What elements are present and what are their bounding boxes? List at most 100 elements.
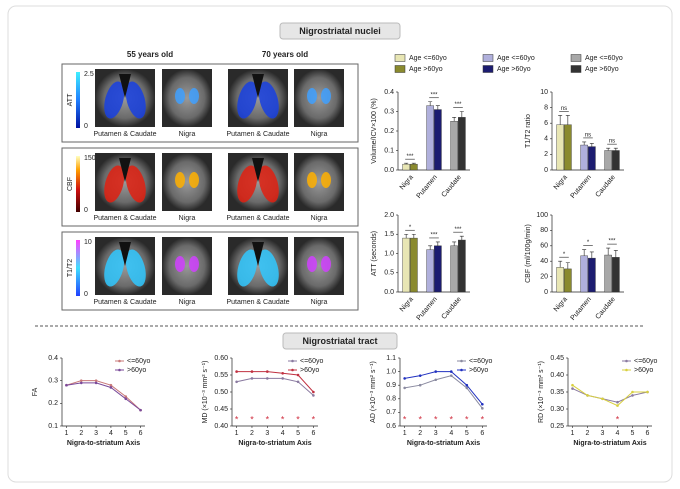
series-point bbox=[94, 379, 98, 382]
series-point bbox=[266, 370, 269, 373]
mri-signal bbox=[125, 249, 146, 287]
mri-signal bbox=[258, 165, 279, 203]
error-bar bbox=[411, 233, 416, 239]
y-tick-label: 1.0 bbox=[386, 368, 396, 375]
significance-marker: * bbox=[312, 414, 316, 424]
colorbar bbox=[76, 72, 80, 128]
significance-label: *** bbox=[430, 92, 438, 98]
y-tick-label: 0.1 bbox=[48, 423, 58, 430]
colorbar-max: 150 bbox=[84, 155, 96, 162]
error-bar bbox=[459, 111, 464, 118]
error-bar bbox=[565, 262, 570, 269]
mri-image bbox=[294, 69, 344, 127]
y-tick-label: 0.40 bbox=[214, 423, 228, 430]
mri-signal bbox=[307, 88, 317, 104]
series-point bbox=[79, 379, 83, 382]
error-bar bbox=[606, 147, 611, 151]
x-tick-label: 2 bbox=[418, 430, 422, 437]
legend-label: Age >60yo bbox=[409, 66, 443, 73]
significance-marker: * bbox=[434, 414, 438, 424]
legend-swatch bbox=[482, 54, 494, 62]
mri-signal bbox=[175, 88, 185, 104]
mri-ventricle bbox=[119, 242, 131, 266]
series-line bbox=[404, 371, 483, 405]
legend-swatch bbox=[570, 65, 582, 73]
x-tick-label: 5 bbox=[631, 430, 635, 437]
series-line bbox=[404, 375, 483, 409]
series-point bbox=[481, 407, 484, 410]
mri-signal bbox=[189, 256, 199, 272]
series-point bbox=[434, 378, 438, 382]
series-point bbox=[481, 402, 484, 406]
legend-point bbox=[460, 368, 463, 372]
x-tick-label: 3 bbox=[94, 430, 98, 437]
x-tick-label: 6 bbox=[139, 430, 143, 437]
colorbar bbox=[76, 156, 80, 212]
bar bbox=[564, 268, 572, 293]
y-tick-label: 0.30 bbox=[550, 406, 564, 413]
row-label: ATT bbox=[67, 93, 74, 106]
series-point bbox=[646, 390, 649, 394]
significance-label: *** bbox=[454, 227, 462, 233]
legend-swatch bbox=[394, 65, 406, 73]
colorbar-min: 0 bbox=[84, 291, 88, 298]
y-tick-label: 0.40 bbox=[550, 372, 564, 379]
x-axis-label: Nigra-to-striatum Axis bbox=[67, 440, 140, 447]
x-tick-label: 4 bbox=[449, 430, 453, 437]
section-title: Nigrostriatal tract bbox=[302, 336, 377, 346]
series-point bbox=[124, 395, 128, 398]
bar bbox=[410, 163, 418, 171]
y-tick-label: 0.0 bbox=[384, 289, 394, 296]
x-tick-label: 2 bbox=[586, 430, 590, 437]
y-tick-label: 0.2 bbox=[48, 400, 58, 407]
x-axis-label: Nigra-to-striatum Axis bbox=[407, 440, 480, 447]
mri-signal bbox=[237, 81, 258, 119]
error-bar bbox=[404, 233, 409, 239]
y-tick-label: 0 bbox=[544, 167, 548, 174]
series-point bbox=[616, 404, 619, 407]
series-point bbox=[403, 377, 406, 380]
x-tick-label: 4 bbox=[109, 430, 113, 437]
series-line bbox=[236, 377, 314, 396]
series-point bbox=[266, 377, 269, 380]
y-tick-label: 0.60 bbox=[214, 355, 228, 362]
significance-marker: * bbox=[450, 414, 454, 424]
legend-label: <=60yo bbox=[634, 358, 657, 365]
y-tick-label: 0.50 bbox=[214, 389, 228, 396]
mri-ventricle bbox=[252, 242, 264, 266]
section-pill bbox=[279, 22, 401, 40]
significance-label: * bbox=[563, 252, 566, 258]
bar bbox=[612, 150, 620, 171]
error-bar bbox=[428, 245, 433, 250]
y-tick-label: 0.55 bbox=[214, 372, 228, 379]
series-point bbox=[250, 377, 254, 380]
legend-point bbox=[625, 359, 628, 363]
region-label: Nigra bbox=[179, 299, 196, 306]
error-bar bbox=[613, 250, 618, 258]
y-axis-label: Volume/ICV×100 (%) bbox=[371, 98, 378, 164]
bar bbox=[564, 124, 572, 171]
significance-marker: * bbox=[418, 414, 422, 424]
series-point bbox=[631, 390, 634, 394]
error-bar bbox=[613, 147, 618, 151]
mri-signal bbox=[125, 165, 146, 203]
series-point bbox=[281, 372, 284, 375]
mri-signal bbox=[104, 249, 125, 287]
series-line bbox=[66, 382, 141, 411]
bar bbox=[612, 257, 620, 293]
significance-marker: * bbox=[281, 414, 285, 424]
legend-swatch bbox=[570, 54, 582, 62]
series-line bbox=[66, 380, 141, 411]
x-tick-label: 5 bbox=[465, 430, 469, 437]
significance-label: ns bbox=[585, 132, 591, 138]
series-point bbox=[139, 408, 142, 412]
colorbar-max: 2.5 bbox=[84, 71, 94, 78]
row-label: CBF bbox=[67, 177, 74, 191]
y-tick-label: 8 bbox=[544, 104, 548, 111]
error-bar bbox=[411, 162, 416, 165]
y-axis-label: MD (×10⁻³ mm² s⁻¹) bbox=[202, 361, 209, 424]
colorbar bbox=[76, 240, 80, 296]
legend-point bbox=[460, 359, 463, 363]
colorbar-max: 10 bbox=[84, 239, 92, 246]
